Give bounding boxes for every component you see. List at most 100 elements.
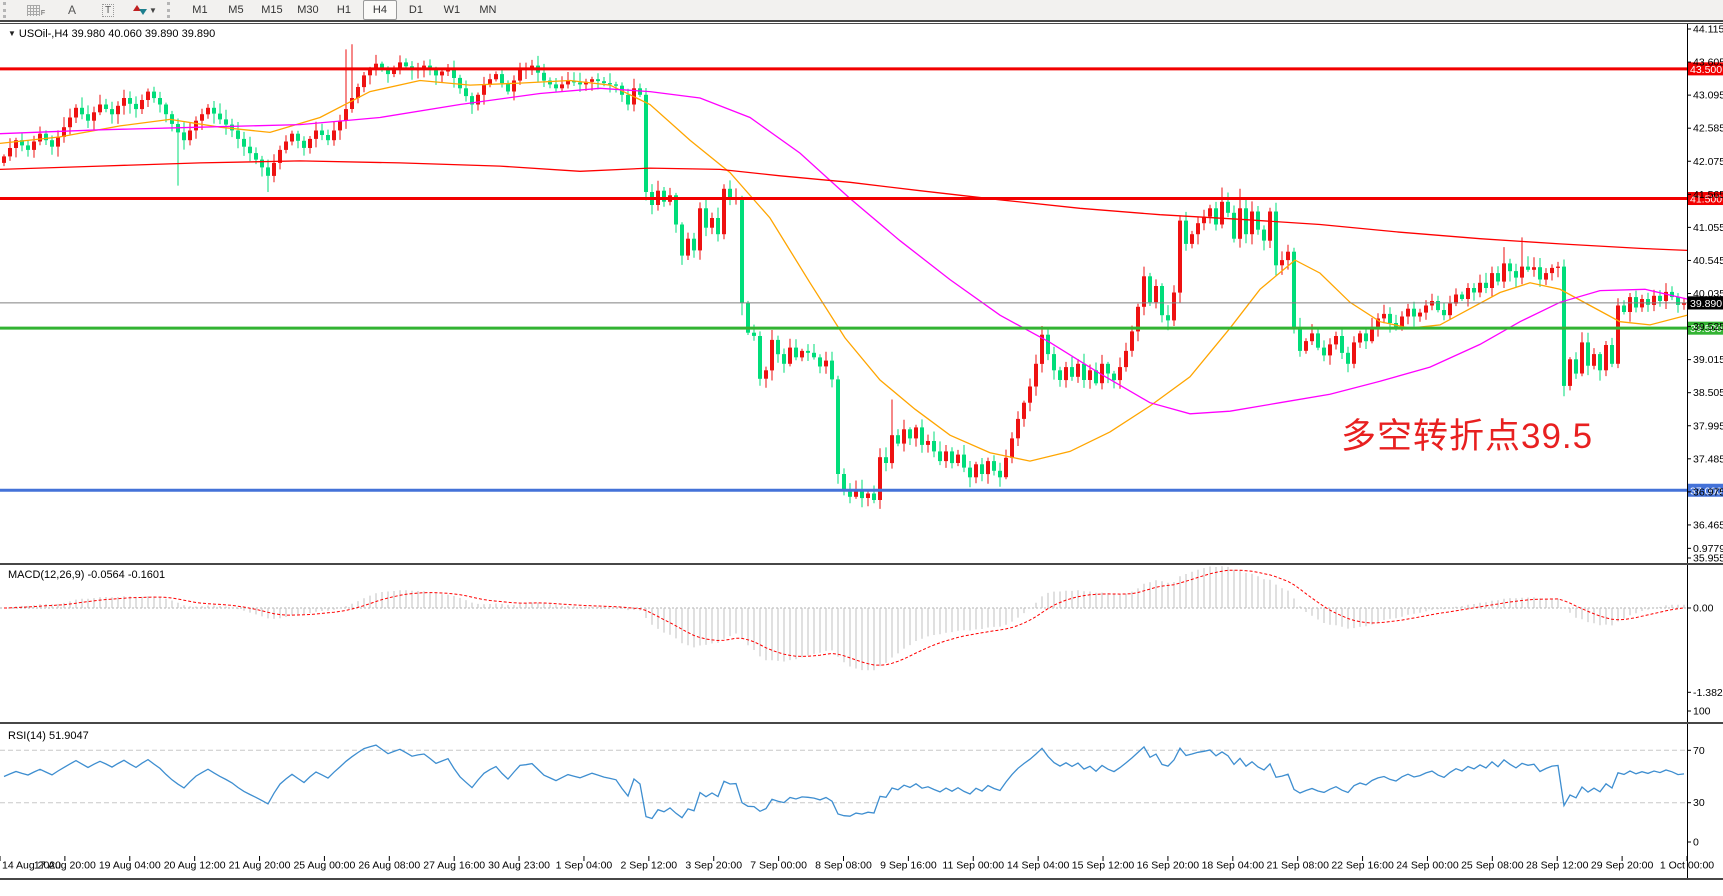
- macd-tick-label: -1.382: [1693, 687, 1723, 699]
- price-tick-label: 36.975: [1693, 486, 1723, 498]
- date-label: 17 Aug 20:00: [34, 860, 96, 872]
- price-tick-label: 41.055: [1693, 222, 1723, 234]
- price-tick-label: 42.075: [1693, 156, 1723, 168]
- price-tick-label: 37.995: [1693, 420, 1723, 432]
- arrow-up-icon: [133, 5, 141, 11]
- date-label: 22 Sep 16:00: [1331, 860, 1394, 872]
- ohlc-values: 39.980 40.060 39.890 39.890: [71, 28, 216, 40]
- current-price-box: [1688, 296, 1723, 310]
- price-tick-label: 43.095: [1693, 90, 1723, 102]
- date-label: 25 Sep 08:00: [1461, 860, 1524, 872]
- level-label-37.000: 37.000: [1690, 485, 1722, 497]
- text-tool-button[interactable]: A: [55, 0, 89, 20]
- rsi-tick-label: 100: [1693, 706, 1711, 718]
- date-label: 14 Sep 04:00: [1007, 860, 1070, 872]
- panel-divider-macd[interactable]: [0, 563, 1723, 565]
- text-tool-icon: A: [67, 3, 76, 17]
- ma-fast-orange: [0, 79, 1688, 462]
- date-label: 19 Aug 04:00: [99, 860, 161, 872]
- toolbar-drag-handle[interactable]: [3, 2, 15, 18]
- date-label: 28 Sep 12:00: [1526, 860, 1589, 872]
- macd-signal-line: [3, 569, 1685, 666]
- date-label: 16 Sep 20:00: [1137, 860, 1200, 872]
- timeframe-button-m5[interactable]: M5: [228, 4, 244, 16]
- date-label: 25 Aug 00:00: [293, 860, 355, 872]
- rsi-value: 51.9047: [48, 730, 89, 742]
- timeframe-button-m1[interactable]: M1: [192, 4, 208, 16]
- rsi-tick-label: 70: [1693, 745, 1705, 757]
- date-label: 9 Sep 16:00: [880, 860, 937, 872]
- date-label: 21 Aug 20:00: [229, 860, 291, 872]
- timeframe-button-h1[interactable]: H1: [336, 4, 351, 16]
- date-label: 21 Sep 08:00: [1266, 860, 1329, 872]
- timeframe-button-w1[interactable]: W1: [443, 4, 461, 16]
- price-tick-label: 38.505: [1693, 387, 1723, 399]
- date-label: 26 Aug 08:00: [358, 860, 420, 872]
- date-label: 8 Sep 08:00: [815, 860, 872, 872]
- fibonacci-icon-letter: F: [40, 9, 46, 17]
- ma-slow-red: [0, 160, 1688, 252]
- date-label: 27 Aug 16:00: [423, 860, 485, 872]
- chevron-down-icon: ▼: [149, 5, 157, 15]
- toolbar: F A T ▼ M1 M5 M15 M30 H1 H4 D1 W1 MN: [0, 0, 1723, 22]
- rsi-label: RSI(14) 51.9047: [8, 730, 89, 742]
- macd-histogram: [9, 566, 1685, 671]
- date-label: 30 Aug 23:00: [488, 860, 550, 872]
- timeframe-button-d1[interactable]: D1: [408, 4, 423, 16]
- toolbar-drag-handle[interactable]: [166, 2, 179, 18]
- price-tick-label: 40.545: [1693, 255, 1723, 267]
- date-label: 18 Sep 04:00: [1202, 860, 1265, 872]
- macd-label: MACD(12,26,9) -0.0564 -0.1601: [8, 569, 166, 581]
- current-price-label: 39.890: [1690, 298, 1722, 310]
- panel-divider-rsi[interactable]: [0, 722, 1723, 724]
- level-label-box: [1688, 483, 1723, 497]
- macd-tick-label: 0.00: [1693, 603, 1714, 615]
- text-label-tool-button[interactable]: T: [91, 0, 125, 20]
- level-label-box: [1688, 62, 1723, 76]
- date-label: 29 Sep 20:00: [1591, 860, 1654, 872]
- price-tick-label: 44.115: [1693, 24, 1723, 36]
- level-label-41.500: 41.500: [1690, 194, 1722, 206]
- level-label-box: [1688, 321, 1723, 335]
- text-label-icon: T: [101, 3, 115, 17]
- price-tick-label: 39.525: [1693, 321, 1723, 333]
- date-label: 3 Sep 20:00: [685, 860, 742, 872]
- level-label-43.500: 43.500: [1690, 64, 1722, 76]
- date-label: 11 Sep 00:00: [942, 860, 1004, 872]
- rsi-tick-label: 0: [1693, 837, 1699, 849]
- price-tick-label: 42.585: [1693, 123, 1723, 135]
- price-tick-label: 35.955: [1693, 553, 1723, 565]
- macd-tick-label: 0.9779: [1693, 543, 1723, 555]
- rsi-line: [3, 744, 1685, 820]
- chart-annotation: 多空转折点39.5: [1341, 417, 1594, 456]
- arrow-down-icon: [139, 9, 147, 15]
- date-label: 20 Aug 12:00: [164, 860, 226, 872]
- date-label: 1 Sep 04:00: [556, 860, 613, 872]
- chart-canvas[interactable]: 43.500 41.500 39.890 39.500 37.000 44.115 43.6…: [0, 22, 1723, 896]
- panel-divider-axis[interactable]: [0, 878, 1723, 880]
- timeframe-button-h4[interactable]: H4: [362, 0, 397, 20]
- chart-window[interactable]: 43.500 41.500 39.890 39.500 37.000 44.115 43.6…: [0, 22, 1723, 896]
- fibonacci-tool-button[interactable]: F: [19, 0, 53, 20]
- date-label: 24 Sep 00:00: [1396, 860, 1459, 872]
- price-tick-label: 43.605: [1693, 57, 1723, 69]
- timeframe-button-m15[interactable]: M15: [261, 4, 283, 16]
- date-label: 7 Sep 00:00: [750, 860, 807, 872]
- price-tick-label: 36.465: [1693, 519, 1723, 531]
- rsi-tick-label: 30: [1693, 797, 1705, 809]
- level-label-box: [1688, 192, 1723, 206]
- macd-values: -0.0564 -0.1601: [87, 569, 166, 581]
- chart-title: ▼ USOil-,H4 39.980 40.060 39.890 39.890: [8, 28, 215, 40]
- price-tick-label: 41.565: [1693, 189, 1723, 201]
- chart-background: [0, 22, 1723, 896]
- timeframe-button-mn[interactable]: MN: [479, 4, 497, 16]
- symbol-period-label: USOil-,H4: [18, 28, 69, 40]
- date-label: 15 Sep 12:00: [1072, 860, 1135, 872]
- ma-mid-magenta: [0, 87, 1688, 415]
- arrows-tool-button[interactable]: ▼: [127, 0, 163, 20]
- timeframe-button-m30[interactable]: M30: [297, 4, 319, 16]
- collapse-triangle-icon[interactable]: ▼: [8, 29, 16, 38]
- price-tick-label: 39.015: [1693, 354, 1723, 366]
- fibonacci-grid-icon: [26, 4, 40, 16]
- price-tick-label: 37.485: [1693, 453, 1723, 465]
